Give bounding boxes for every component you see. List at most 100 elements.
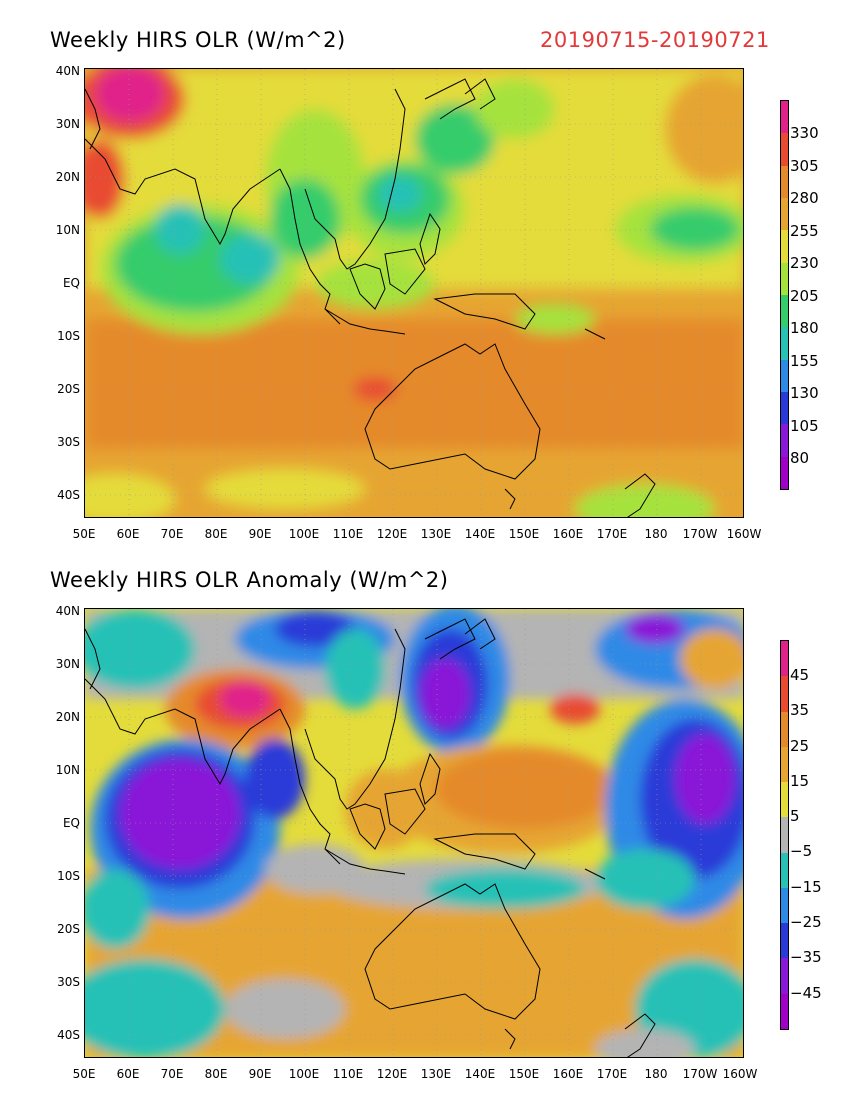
- y-tick-label: 30S: [57, 435, 80, 449]
- x-tick-label: 130E: [420, 527, 452, 541]
- x-tick-label: 80E: [204, 1067, 228, 1081]
- colorbar-segment: [781, 456, 788, 489]
- x-tick-label: 170E: [596, 1067, 628, 1081]
- y-tick-label: 20S: [57, 922, 80, 936]
- x-tick-label: 150E: [508, 1067, 540, 1081]
- colorbar-label: −25: [790, 913, 822, 931]
- colorbar-label: −35: [790, 948, 822, 966]
- x-tick-label: 170W: [682, 1067, 718, 1081]
- y-tick-label: 10S: [57, 869, 80, 883]
- olr-anomaly-title: Weekly HIRS OLR Anomaly (W/m^2): [50, 568, 449, 592]
- colorbar-segment: [781, 852, 788, 888]
- colorbar-segment: [781, 746, 788, 783]
- date-range: 20190715-20190721: [540, 28, 770, 52]
- anomaly-colorbar: [780, 640, 789, 1030]
- x-tick-label: 160E: [552, 1067, 584, 1081]
- colorbar-label: 155: [790, 352, 819, 370]
- colorbar-label: 130: [790, 384, 819, 402]
- x-tick-label: 140E: [464, 527, 496, 541]
- y-tick-label: 20N: [55, 710, 80, 724]
- colorbar-segment: [781, 641, 788, 677]
- colorbar-segment: [781, 887, 788, 924]
- x-tick-label: 50E: [72, 527, 96, 541]
- colorbar-segment: [781, 327, 788, 360]
- y-tick-label: 30N: [55, 657, 80, 671]
- colorbar-segment: [781, 817, 788, 853]
- y-tick-label: 10N: [55, 223, 80, 237]
- colorbar-label: 280: [790, 189, 819, 207]
- colorbar-segment: [781, 133, 788, 166]
- colorbar-segment: [781, 958, 788, 994]
- x-tick-label: 60E: [116, 1067, 140, 1081]
- colorbar-label: 330: [790, 124, 819, 142]
- colorbar-segment: [781, 230, 788, 263]
- colorbar-segment: [781, 294, 788, 328]
- colorbar-label: 205: [790, 287, 819, 305]
- x-tick-label: 140E: [464, 1067, 496, 1081]
- colorbar-segment: [781, 993, 788, 1029]
- colorbar-segment: [781, 923, 788, 959]
- x-tick-label: 120E: [376, 1067, 408, 1081]
- colorbar-segment: [781, 165, 788, 198]
- x-tick-label: 110E: [332, 1067, 364, 1081]
- x-tick-label: 180: [644, 1067, 668, 1081]
- x-tick-label: 90E: [248, 1067, 272, 1081]
- olr-colorbar: [780, 100, 789, 490]
- colorbar-segment: [781, 782, 788, 818]
- colorbar-label: 305: [790, 157, 819, 175]
- y-tick-label: 20S: [57, 382, 80, 396]
- colorbar-label: 255: [790, 222, 819, 240]
- x-tick-label: 80E: [204, 527, 228, 541]
- colorbar-label: 45: [790, 666, 810, 684]
- colorbar-label: 230: [790, 254, 819, 272]
- y-tick-label: EQ: [62, 276, 80, 290]
- x-tick-label: 70E: [160, 527, 184, 541]
- x-tick-label: 170W: [682, 527, 718, 541]
- x-tick-label: 160E: [552, 527, 584, 541]
- colorbar-segment: [781, 391, 788, 425]
- x-tick-label: 110E: [332, 527, 364, 541]
- x-tick-label: 160W: [722, 1067, 758, 1081]
- x-tick-label: 70E: [160, 1067, 184, 1081]
- y-tick-label: 40N: [55, 64, 80, 78]
- x-tick-label: 120E: [376, 527, 408, 541]
- colorbar-segment: [781, 197, 788, 231]
- colorbar-segment: [781, 262, 788, 295]
- y-tick-label: 40N: [55, 604, 80, 618]
- x-tick-label: 50E: [72, 1067, 96, 1081]
- olr-title: Weekly HIRS OLR (W/m^2): [50, 28, 346, 52]
- colorbar-segment: [781, 711, 788, 747]
- x-tick-label: 150E: [508, 527, 540, 541]
- colorbar-label: −15: [790, 878, 822, 896]
- y-tick-label: 30S: [57, 975, 80, 989]
- x-tick-label: 170E: [596, 527, 628, 541]
- x-tick-label: 90E: [248, 527, 272, 541]
- y-tick-label: 20N: [55, 170, 80, 184]
- colorbar-label: 80: [790, 449, 810, 467]
- olr-anomaly-map: [84, 608, 744, 1058]
- x-tick-label: 100E: [288, 1067, 320, 1081]
- colorbar-label: −5: [790, 842, 813, 860]
- colorbar-segment: [781, 424, 788, 457]
- x-tick-label: 160W: [726, 527, 762, 541]
- y-tick-label: 40S: [57, 1028, 80, 1042]
- x-tick-label: 180: [644, 527, 668, 541]
- x-tick-label: 100E: [288, 527, 320, 541]
- x-tick-label: 130E: [420, 1067, 452, 1081]
- colorbar-label: 35: [790, 701, 810, 719]
- colorbar-label: 5: [790, 807, 800, 825]
- colorbar-label: 25: [790, 737, 810, 755]
- colorbar-label: 180: [790, 319, 819, 337]
- colorbar-label: 15: [790, 772, 810, 790]
- colorbar-segment: [781, 676, 788, 712]
- x-tick-label: 60E: [116, 527, 140, 541]
- y-tick-label: EQ: [62, 816, 80, 830]
- y-tick-label: 30N: [55, 117, 80, 131]
- colorbar-segment: [781, 359, 788, 392]
- colorbar-segment: [781, 101, 788, 134]
- y-tick-label: 10N: [55, 763, 80, 777]
- olr-map: [84, 68, 744, 518]
- y-tick-label: 10S: [57, 329, 80, 343]
- colorbar-label: −45: [790, 984, 822, 1002]
- y-tick-label: 40S: [57, 488, 80, 502]
